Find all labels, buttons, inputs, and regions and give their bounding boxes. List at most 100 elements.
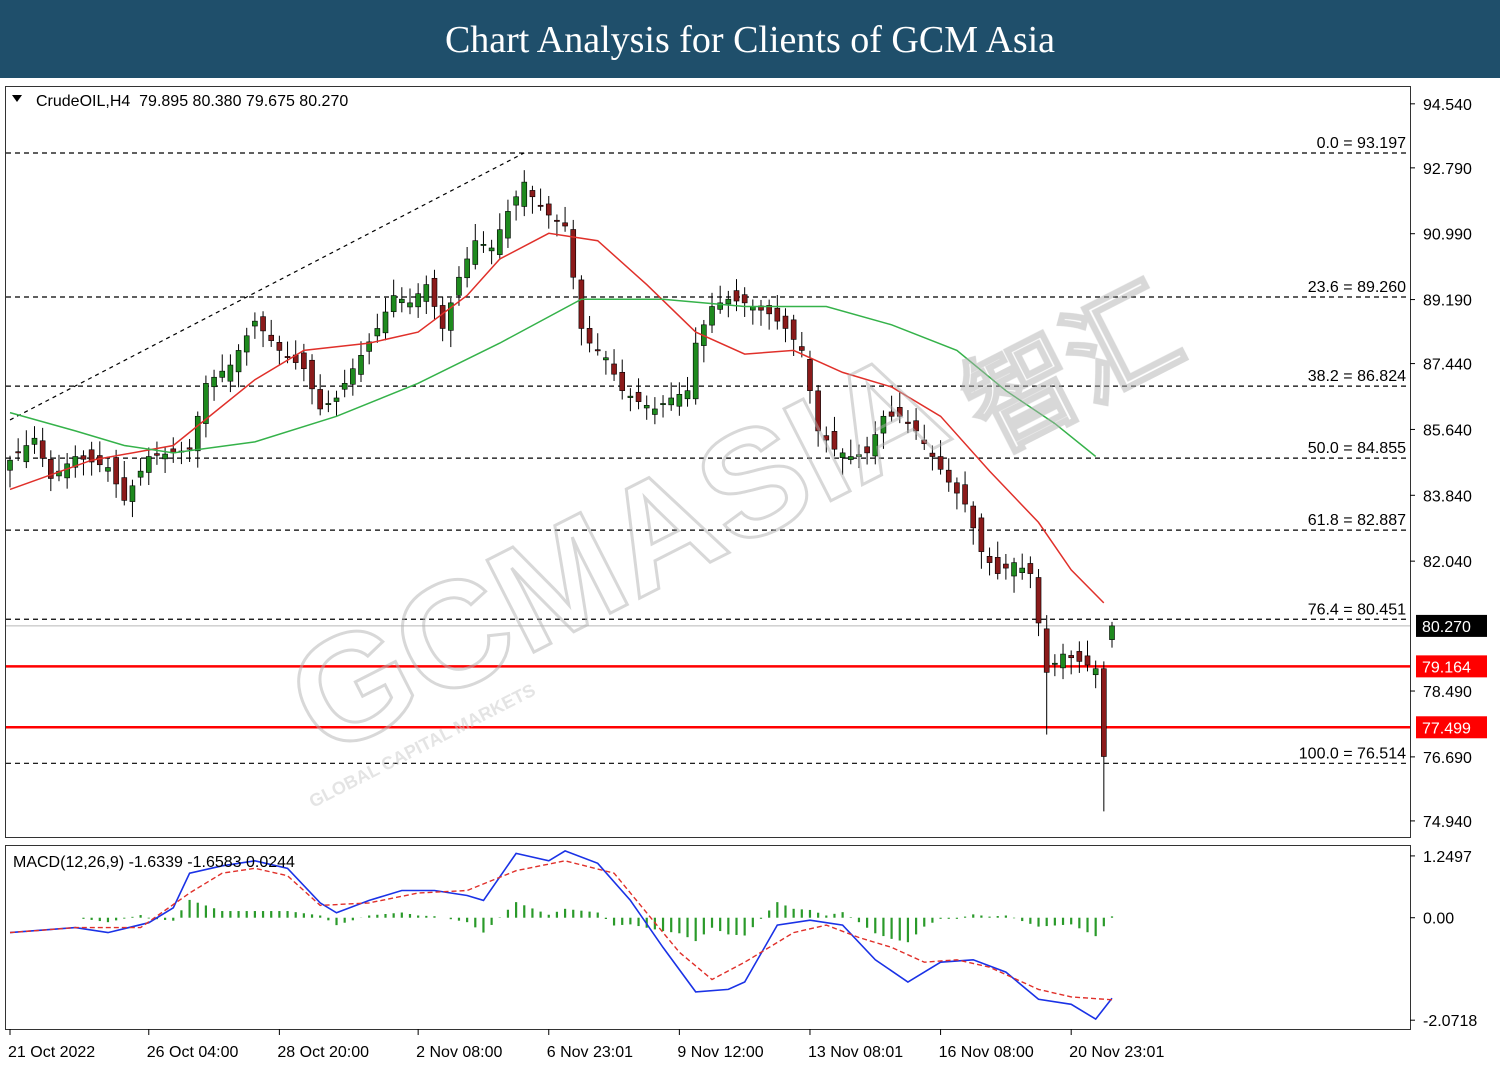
candle-body xyxy=(211,376,217,388)
candle-body xyxy=(456,276,462,296)
candle-body xyxy=(586,328,593,344)
level-price-tag-text: 79.164 xyxy=(1422,659,1471,676)
y-tick-label: 82.040 xyxy=(1423,554,1472,571)
candle-body xyxy=(15,451,21,454)
candle-body xyxy=(880,415,887,434)
candle-body xyxy=(831,431,838,450)
candle-body xyxy=(154,453,160,456)
candle-body xyxy=(350,368,356,385)
fib-level-label: 23.6 = 89.260 xyxy=(1308,279,1406,296)
candle-body xyxy=(7,459,13,471)
candle-body xyxy=(717,302,723,310)
x-tick-label: 28 Oct 20:00 xyxy=(277,1044,369,1061)
fib-level-label: 76.4 = 80.451 xyxy=(1308,601,1406,618)
y-tick-label: 74.940 xyxy=(1423,814,1472,831)
fast-moving-average-line xyxy=(9,232,1105,604)
candle-body xyxy=(594,349,601,352)
macd-signal-line xyxy=(9,860,1113,1001)
candle-body xyxy=(611,363,617,375)
level-price-tag-box xyxy=(1416,655,1487,678)
candle-body xyxy=(325,403,332,405)
y-tick-label: 94.540 xyxy=(1423,97,1472,114)
candle-body xyxy=(954,482,960,494)
candle-body xyxy=(423,284,430,302)
candle-body xyxy=(390,295,397,313)
candle-body xyxy=(431,277,438,307)
x-tick-label: 6 Nov 23:01 xyxy=(547,1044,633,1061)
candle-body xyxy=(945,469,952,483)
trend-line[interactable] xyxy=(9,152,525,421)
candle-body xyxy=(39,440,46,459)
macd-label: MACD(12,26,9) -1.6339 -1.6583 0.0244 xyxy=(13,854,295,871)
candle-body xyxy=(570,229,577,278)
candle-body xyxy=(203,383,209,424)
watermark-chinese: 智汇 xyxy=(947,265,1199,474)
candle-body xyxy=(513,196,519,206)
candle-body xyxy=(856,454,862,457)
candle-body xyxy=(774,307,781,322)
level-price-tag-box xyxy=(1416,716,1487,739)
x-tick-label: 16 Nov 08:00 xyxy=(939,1044,1034,1061)
fib-level-label: 100.0 = 76.514 xyxy=(1299,745,1406,762)
collapse-triangle-icon[interactable] xyxy=(12,95,22,102)
candle-body xyxy=(1076,651,1083,662)
candle-body xyxy=(317,389,323,410)
candle-body xyxy=(464,258,470,279)
candle-body xyxy=(488,247,495,252)
candle-body xyxy=(1068,655,1074,659)
candle-body xyxy=(643,404,650,409)
y-tick-label: 85.640 xyxy=(1423,422,1472,439)
candle-body xyxy=(48,458,54,479)
candle-body xyxy=(23,445,30,463)
macd-indicator xyxy=(9,850,1114,1021)
candle-body xyxy=(186,447,193,450)
candle-body xyxy=(1101,668,1107,757)
slow-moving-average-line xyxy=(9,298,1097,458)
candle-body xyxy=(692,342,699,400)
chart-header: CrudeOIL,H4 79.895 80.380 79.675 80.270 … xyxy=(12,93,348,871)
candle-body xyxy=(447,302,454,331)
macd-y-tick-label: 0.00 xyxy=(1423,911,1454,928)
candle-body xyxy=(872,434,879,457)
y-tick-label: 78.490 xyxy=(1423,684,1472,701)
candle-body xyxy=(766,305,772,315)
candle-body xyxy=(399,298,405,304)
candle-body xyxy=(896,407,903,417)
chart-area[interactable]: 0.0 = 93.197 23.6 = 89.260 38.2 = 86.824 50… xyxy=(0,78,1500,1071)
candle-body xyxy=(162,453,168,460)
candle-body xyxy=(725,298,732,305)
candle-body xyxy=(676,394,683,407)
candle-body xyxy=(921,439,928,445)
candle-body xyxy=(815,390,821,432)
candle-body xyxy=(301,352,307,370)
candle-body xyxy=(268,334,275,341)
candle-body xyxy=(284,356,291,358)
y-tick-label: 89.190 xyxy=(1423,293,1472,310)
candle-body xyxy=(1043,628,1050,673)
candle-body xyxy=(64,463,70,479)
candle-body xyxy=(529,190,536,198)
candle-body xyxy=(913,420,919,432)
symbol-ohlc-label: CrudeOIL,H4 79.895 80.380 79.675 80.270 xyxy=(36,93,348,110)
candle-body xyxy=(1092,668,1099,676)
candle-body xyxy=(333,397,340,402)
fib-level-label: 61.8 = 82.887 xyxy=(1308,512,1406,529)
candle-body xyxy=(847,456,854,460)
y-tick-label: 76.690 xyxy=(1423,750,1472,767)
banner-title: Chart Analysis for Clients of GCM Asia xyxy=(0,0,1500,78)
candle-body xyxy=(480,244,487,246)
candle-body xyxy=(72,456,79,468)
fib-level-label: 50.0 = 84.855 xyxy=(1308,440,1406,457)
candle-body xyxy=(823,435,830,441)
candle-body xyxy=(366,341,372,352)
y-tick-label: 87.440 xyxy=(1423,357,1472,374)
candle-body xyxy=(374,328,381,337)
x-tick-label: 2 Nov 08:00 xyxy=(416,1044,502,1061)
candle-body xyxy=(1019,567,1026,573)
candle-body xyxy=(235,350,242,373)
candle-body xyxy=(1035,577,1042,624)
candle-body xyxy=(839,452,846,458)
candle-body xyxy=(545,203,552,216)
candle-body xyxy=(276,342,283,351)
y-tick-label: 90.990 xyxy=(1423,227,1472,244)
